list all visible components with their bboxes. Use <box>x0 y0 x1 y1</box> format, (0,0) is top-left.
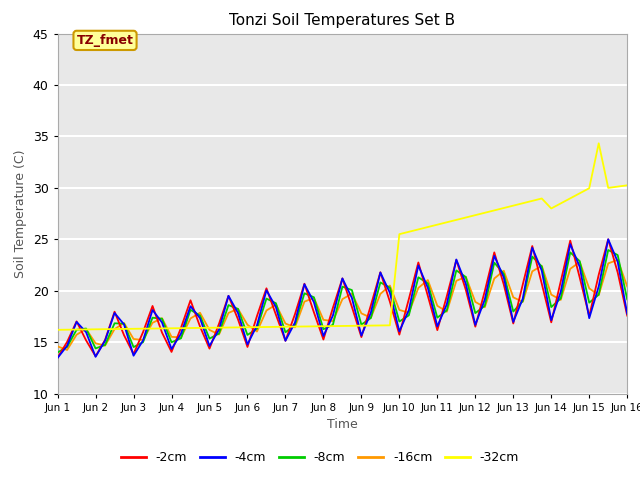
Text: TZ_fmet: TZ_fmet <box>77 34 134 47</box>
X-axis label: Time: Time <box>327 418 358 431</box>
Y-axis label: Soil Temperature (C): Soil Temperature (C) <box>14 149 27 278</box>
Title: Tonzi Soil Temperatures Set B: Tonzi Soil Temperatures Set B <box>229 13 456 28</box>
Legend: -2cm, -4cm, -8cm, -16cm, -32cm: -2cm, -4cm, -8cm, -16cm, -32cm <box>116 446 524 469</box>
